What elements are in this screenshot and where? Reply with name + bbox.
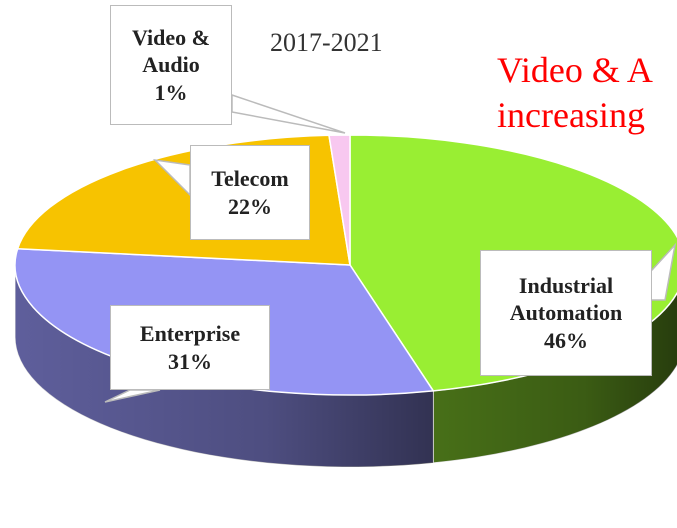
category-label: Enterprise [139,321,241,346]
annotation: increasing [497,95,645,135]
value-label: 46% [544,327,588,353]
category-label: Telecom [211,166,289,191]
data-label: Video & Audio 1% [110,5,232,125]
data-label: Industrial Automation 46% [480,250,652,376]
chart-title: 2017-2021 [270,28,383,57]
annotation: Video & A [497,50,653,90]
data-label: Telecom 22% [190,145,310,240]
value-label: 1% [154,79,188,105]
category-label: Video & Audio [131,24,210,78]
callout-pointer [104,389,161,403]
callout-pointer [231,93,346,134]
pie-slice [328,134,351,266]
value-label: 22% [228,193,272,219]
category-label: Industrial Automation [509,272,623,326]
data-label: Enterprise 31% [110,305,270,390]
pie-side-shade [433,293,677,463]
pie-side-shade [15,265,434,467]
value-label: 31% [168,348,212,374]
